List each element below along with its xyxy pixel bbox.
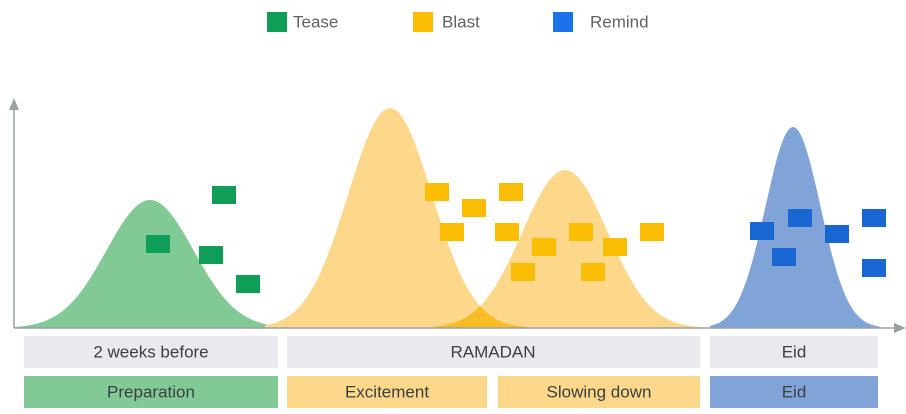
legend-swatch	[413, 12, 433, 32]
period-bar	[710, 336, 878, 368]
axis-arrow	[9, 98, 19, 110]
legend-label: Blast	[442, 12, 480, 31]
curve	[265, 108, 525, 328]
phase-label: Eid	[782, 382, 807, 401]
phase-bar	[287, 376, 487, 408]
curve	[15, 200, 285, 328]
curve	[435, 170, 700, 328]
phase-label: Slowing down	[547, 382, 652, 401]
phase-bar	[24, 376, 278, 408]
phase-bar	[498, 376, 700, 408]
axes	[13, 104, 900, 329]
legend-swatch	[267, 12, 287, 32]
period-label: Eid	[782, 342, 807, 361]
axis-arrow	[894, 323, 906, 333]
legend-swatch	[553, 12, 573, 32]
period-label: RAMADAN	[450, 342, 535, 361]
remind-markers	[750, 209, 886, 277]
period-label: 2 weeks before	[93, 342, 208, 361]
phase-label: Excitement	[345, 382, 429, 401]
curve	[710, 127, 880, 328]
legend-label: Tease	[293, 12, 338, 31]
phase-bar	[710, 376, 878, 408]
blast-markers	[425, 183, 664, 281]
tease-markers	[146, 186, 260, 293]
period-bar	[24, 336, 278, 368]
period-bar	[287, 336, 700, 368]
legend-label: Remind	[590, 12, 649, 31]
phase-label: Preparation	[107, 382, 195, 401]
